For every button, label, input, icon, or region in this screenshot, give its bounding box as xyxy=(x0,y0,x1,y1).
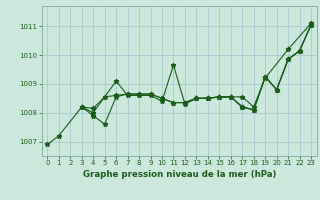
X-axis label: Graphe pression niveau de la mer (hPa): Graphe pression niveau de la mer (hPa) xyxy=(83,170,276,179)
